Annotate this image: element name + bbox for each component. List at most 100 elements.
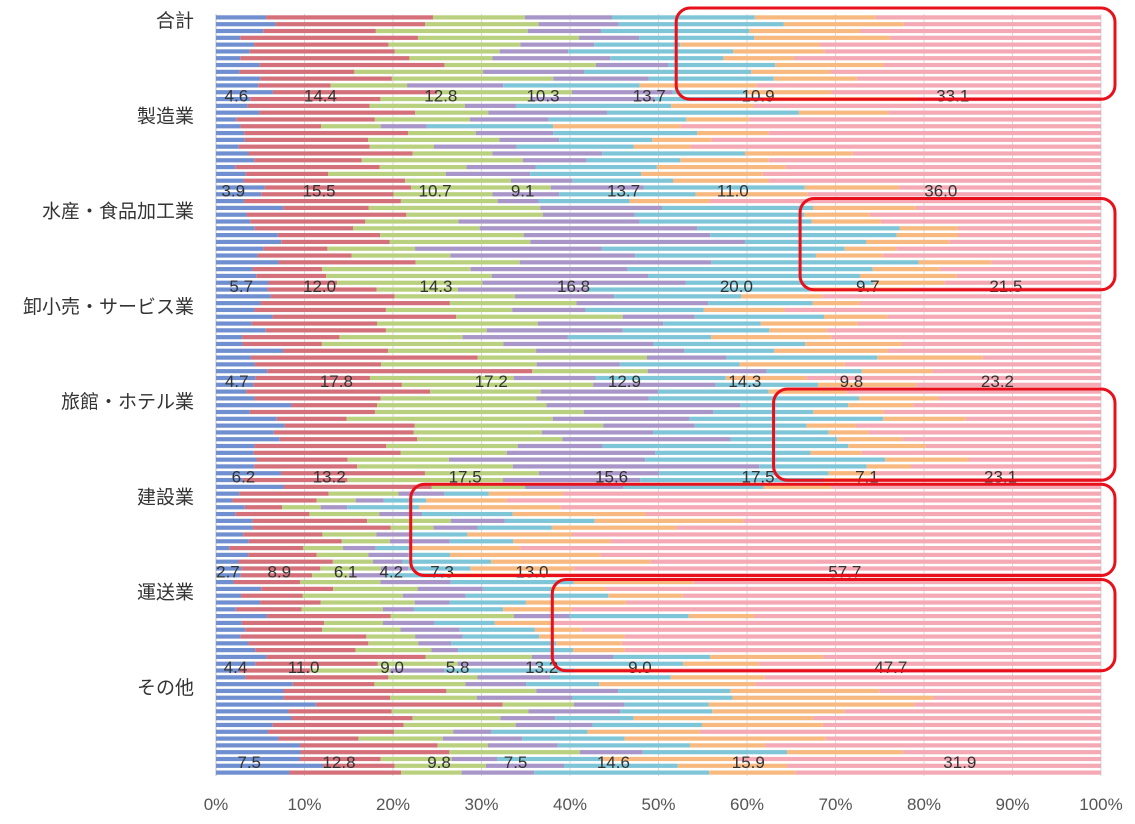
bar-segment <box>536 348 685 353</box>
data-label: 23.2 <box>981 372 1014 391</box>
category-band <box>216 682 1101 775</box>
x-tick-label: 60% <box>730 795 764 814</box>
bar-segment <box>216 518 253 523</box>
bar-segment <box>415 260 520 265</box>
bar-segment <box>216 511 236 517</box>
bar-segment <box>283 205 369 211</box>
bar-segment <box>216 559 239 564</box>
bar-segment <box>216 103 248 108</box>
bar-segment <box>506 498 1101 503</box>
bar-segment <box>736 756 1101 762</box>
bar-segment <box>556 641 622 646</box>
bar-segment <box>602 151 745 156</box>
bar-segment <box>457 287 589 292</box>
bar-segment <box>602 443 849 449</box>
bar-segment <box>663 321 761 326</box>
bar-segment <box>361 158 523 163</box>
bar-segment <box>529 96 655 102</box>
bar-segment <box>403 722 516 728</box>
bar-segment <box>804 212 870 217</box>
bar-segment <box>453 729 492 734</box>
bar-segment <box>216 641 249 646</box>
bar-segment <box>449 750 580 755</box>
bar-segment <box>527 28 601 34</box>
bar-segment <box>682 593 1101 598</box>
bar-segment <box>482 280 686 285</box>
bar-segment <box>715 382 819 387</box>
bar-segment <box>932 369 1101 374</box>
bar-segment <box>708 702 915 707</box>
bar-segment <box>216 124 241 129</box>
bar-segment <box>354 69 484 74</box>
bar-segment <box>546 403 741 408</box>
bar-segment <box>216 321 252 326</box>
bar-segment <box>536 688 619 694</box>
bar-segment <box>216 164 236 170</box>
bar-segment <box>676 525 1101 530</box>
bar-segment <box>852 151 1101 156</box>
bar-segment <box>581 627 1101 632</box>
bar-segment <box>805 341 903 347</box>
bar-segment <box>769 328 828 333</box>
bar-segment <box>658 389 769 394</box>
bar-segment <box>766 369 862 374</box>
bar-segment <box>242 477 348 483</box>
data-label: 33.1 <box>936 86 969 105</box>
bar-segment <box>216 56 241 61</box>
bar-segment <box>671 103 754 108</box>
bar-segment <box>341 539 390 544</box>
bar-segment <box>216 158 255 163</box>
data-label: 47.7 <box>874 658 907 677</box>
bar-segment <box>587 729 700 734</box>
bar-segment <box>252 267 323 272</box>
bar-segment <box>216 484 284 489</box>
bar-segment <box>516 144 634 149</box>
bar-segment <box>502 702 574 707</box>
bar-segment <box>380 96 530 102</box>
bar-segment <box>875 15 1101 20</box>
bar-segment <box>866 464 911 469</box>
bar-segment <box>539 634 625 639</box>
bar-segment <box>216 83 259 88</box>
bar-segment <box>415 246 602 251</box>
bar-segment <box>391 709 529 714</box>
category-band <box>216 110 1101 204</box>
bar-segment <box>557 743 690 748</box>
bar-segment <box>462 634 540 639</box>
data-label: 4.7 <box>225 372 249 391</box>
highlight-boxes-layer <box>409 6 1117 673</box>
bar-segment <box>512 511 646 517</box>
bar-segment <box>409 56 493 61</box>
bar-segment <box>216 586 262 592</box>
bar-segment <box>430 389 541 394</box>
bar-segment <box>303 545 344 551</box>
bar-segment <box>380 233 524 238</box>
bar-segment <box>216 375 256 381</box>
bar-segment <box>755 682 1101 687</box>
bar-segment <box>216 287 268 292</box>
bar-segment <box>848 403 914 408</box>
bar-segment <box>216 396 255 401</box>
bar-segment <box>540 205 663 211</box>
bar-segment <box>402 559 492 564</box>
bar-segment <box>410 532 468 537</box>
bar-segment <box>259 110 416 115</box>
bar-segment <box>425 22 539 27</box>
bar-segment <box>258 83 331 88</box>
category-label: 水産・食品加工業 <box>42 201 194 223</box>
bar-segment <box>653 341 806 347</box>
bar-segment <box>248 151 413 156</box>
bar-segment <box>768 158 1101 163</box>
bar-segment <box>455 314 623 319</box>
bar-segment <box>762 171 1101 176</box>
bar-segment <box>866 239 950 245</box>
bar-segment <box>268 280 338 285</box>
data-label: 16.8 <box>557 277 590 296</box>
bar-segment <box>888 110 1101 115</box>
bar-segment <box>385 307 513 313</box>
bar-segment <box>579 35 640 40</box>
data-label: 13.2 <box>313 467 346 486</box>
bar-segment <box>768 130 1101 136</box>
bar-segment <box>860 28 1101 34</box>
bar-segment <box>316 498 356 503</box>
